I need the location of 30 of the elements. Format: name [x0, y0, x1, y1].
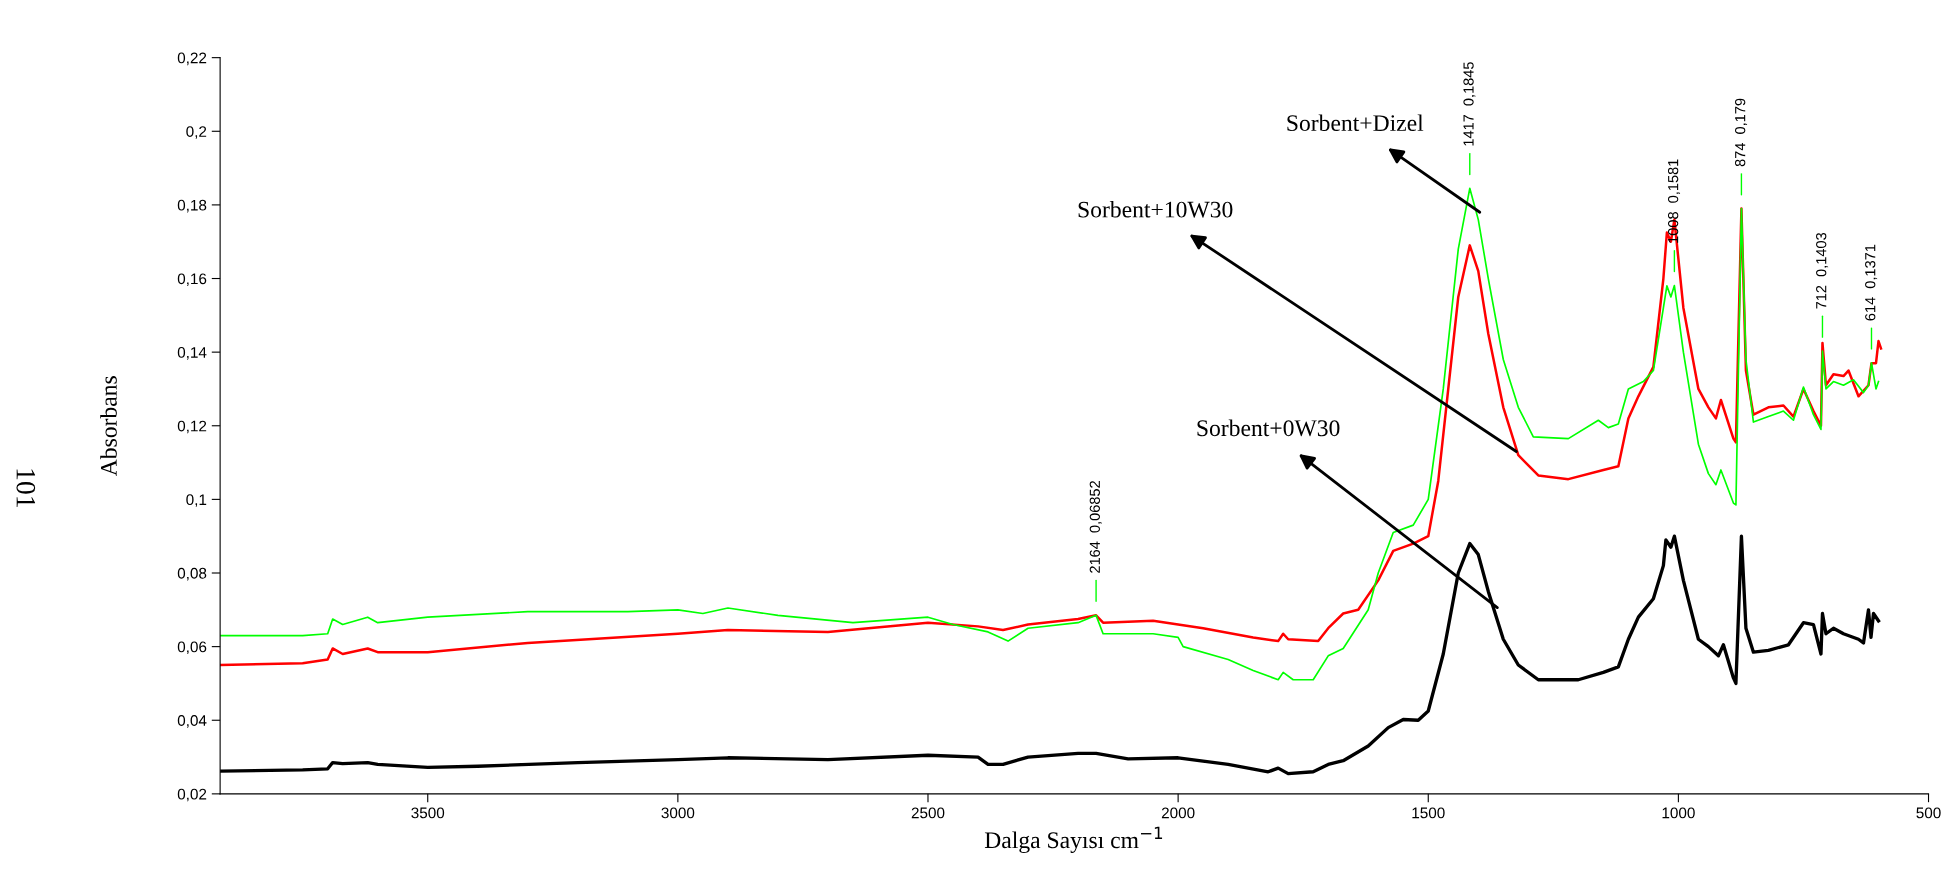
- x-tick-label: 1000: [1662, 807, 1695, 819]
- annotation: 1008 0,1581: [1667, 159, 1681, 243]
- x-tick-label: 500: [1916, 807, 1941, 819]
- x-axis-title: Dalga Sayısı cm$^{−1}$: [984, 826, 1163, 854]
- y-tick-label: 0,12: [177, 420, 207, 434]
- x-tick-label: 2000: [1161, 807, 1195, 819]
- annotation: 614 0,1371: [1865, 244, 1878, 321]
- y-tick-label: 0,22: [177, 52, 207, 66]
- x-tick-label: 3000: [661, 807, 695, 819]
- y-tick-label: 0,02: [177, 788, 207, 802]
- annotation: 874 0,179: [1735, 98, 1748, 167]
- text: 101: [16, 469, 36, 508]
- annotation: Sorbent+10W30: [1078, 200, 1233, 218]
- y-tick-label: 0,18: [177, 199, 207, 213]
- y-axis-title: Absorbans: [100, 376, 117, 477]
- annotation: 2164 0,06852: [1089, 481, 1102, 573]
- annotation: 1417 0,1845: [1463, 62, 1476, 146]
- annotation: 712 0,1403: [1816, 232, 1829, 309]
- y-tick-label: 0,2: [186, 126, 207, 139]
- x-tick-label: 3500: [411, 807, 445, 819]
- y-tick-label: 0,06: [177, 641, 207, 655]
- y-tick-label: 0,14: [177, 347, 207, 360]
- x-tick-label: 1500: [1412, 807, 1445, 819]
- y-tick-label: 0,16: [177, 273, 207, 287]
- y-tick-label: 0,04: [177, 715, 207, 728]
- annotation: Sorbent+Dizel: [1287, 114, 1424, 132]
- x-tick-label: 2500: [911, 807, 945, 819]
- y-tick-label: 0,08: [177, 567, 207, 581]
- annotation: Sorbent+0W30: [1197, 419, 1340, 437]
- y-tick-label: 0,1: [186, 494, 207, 507]
